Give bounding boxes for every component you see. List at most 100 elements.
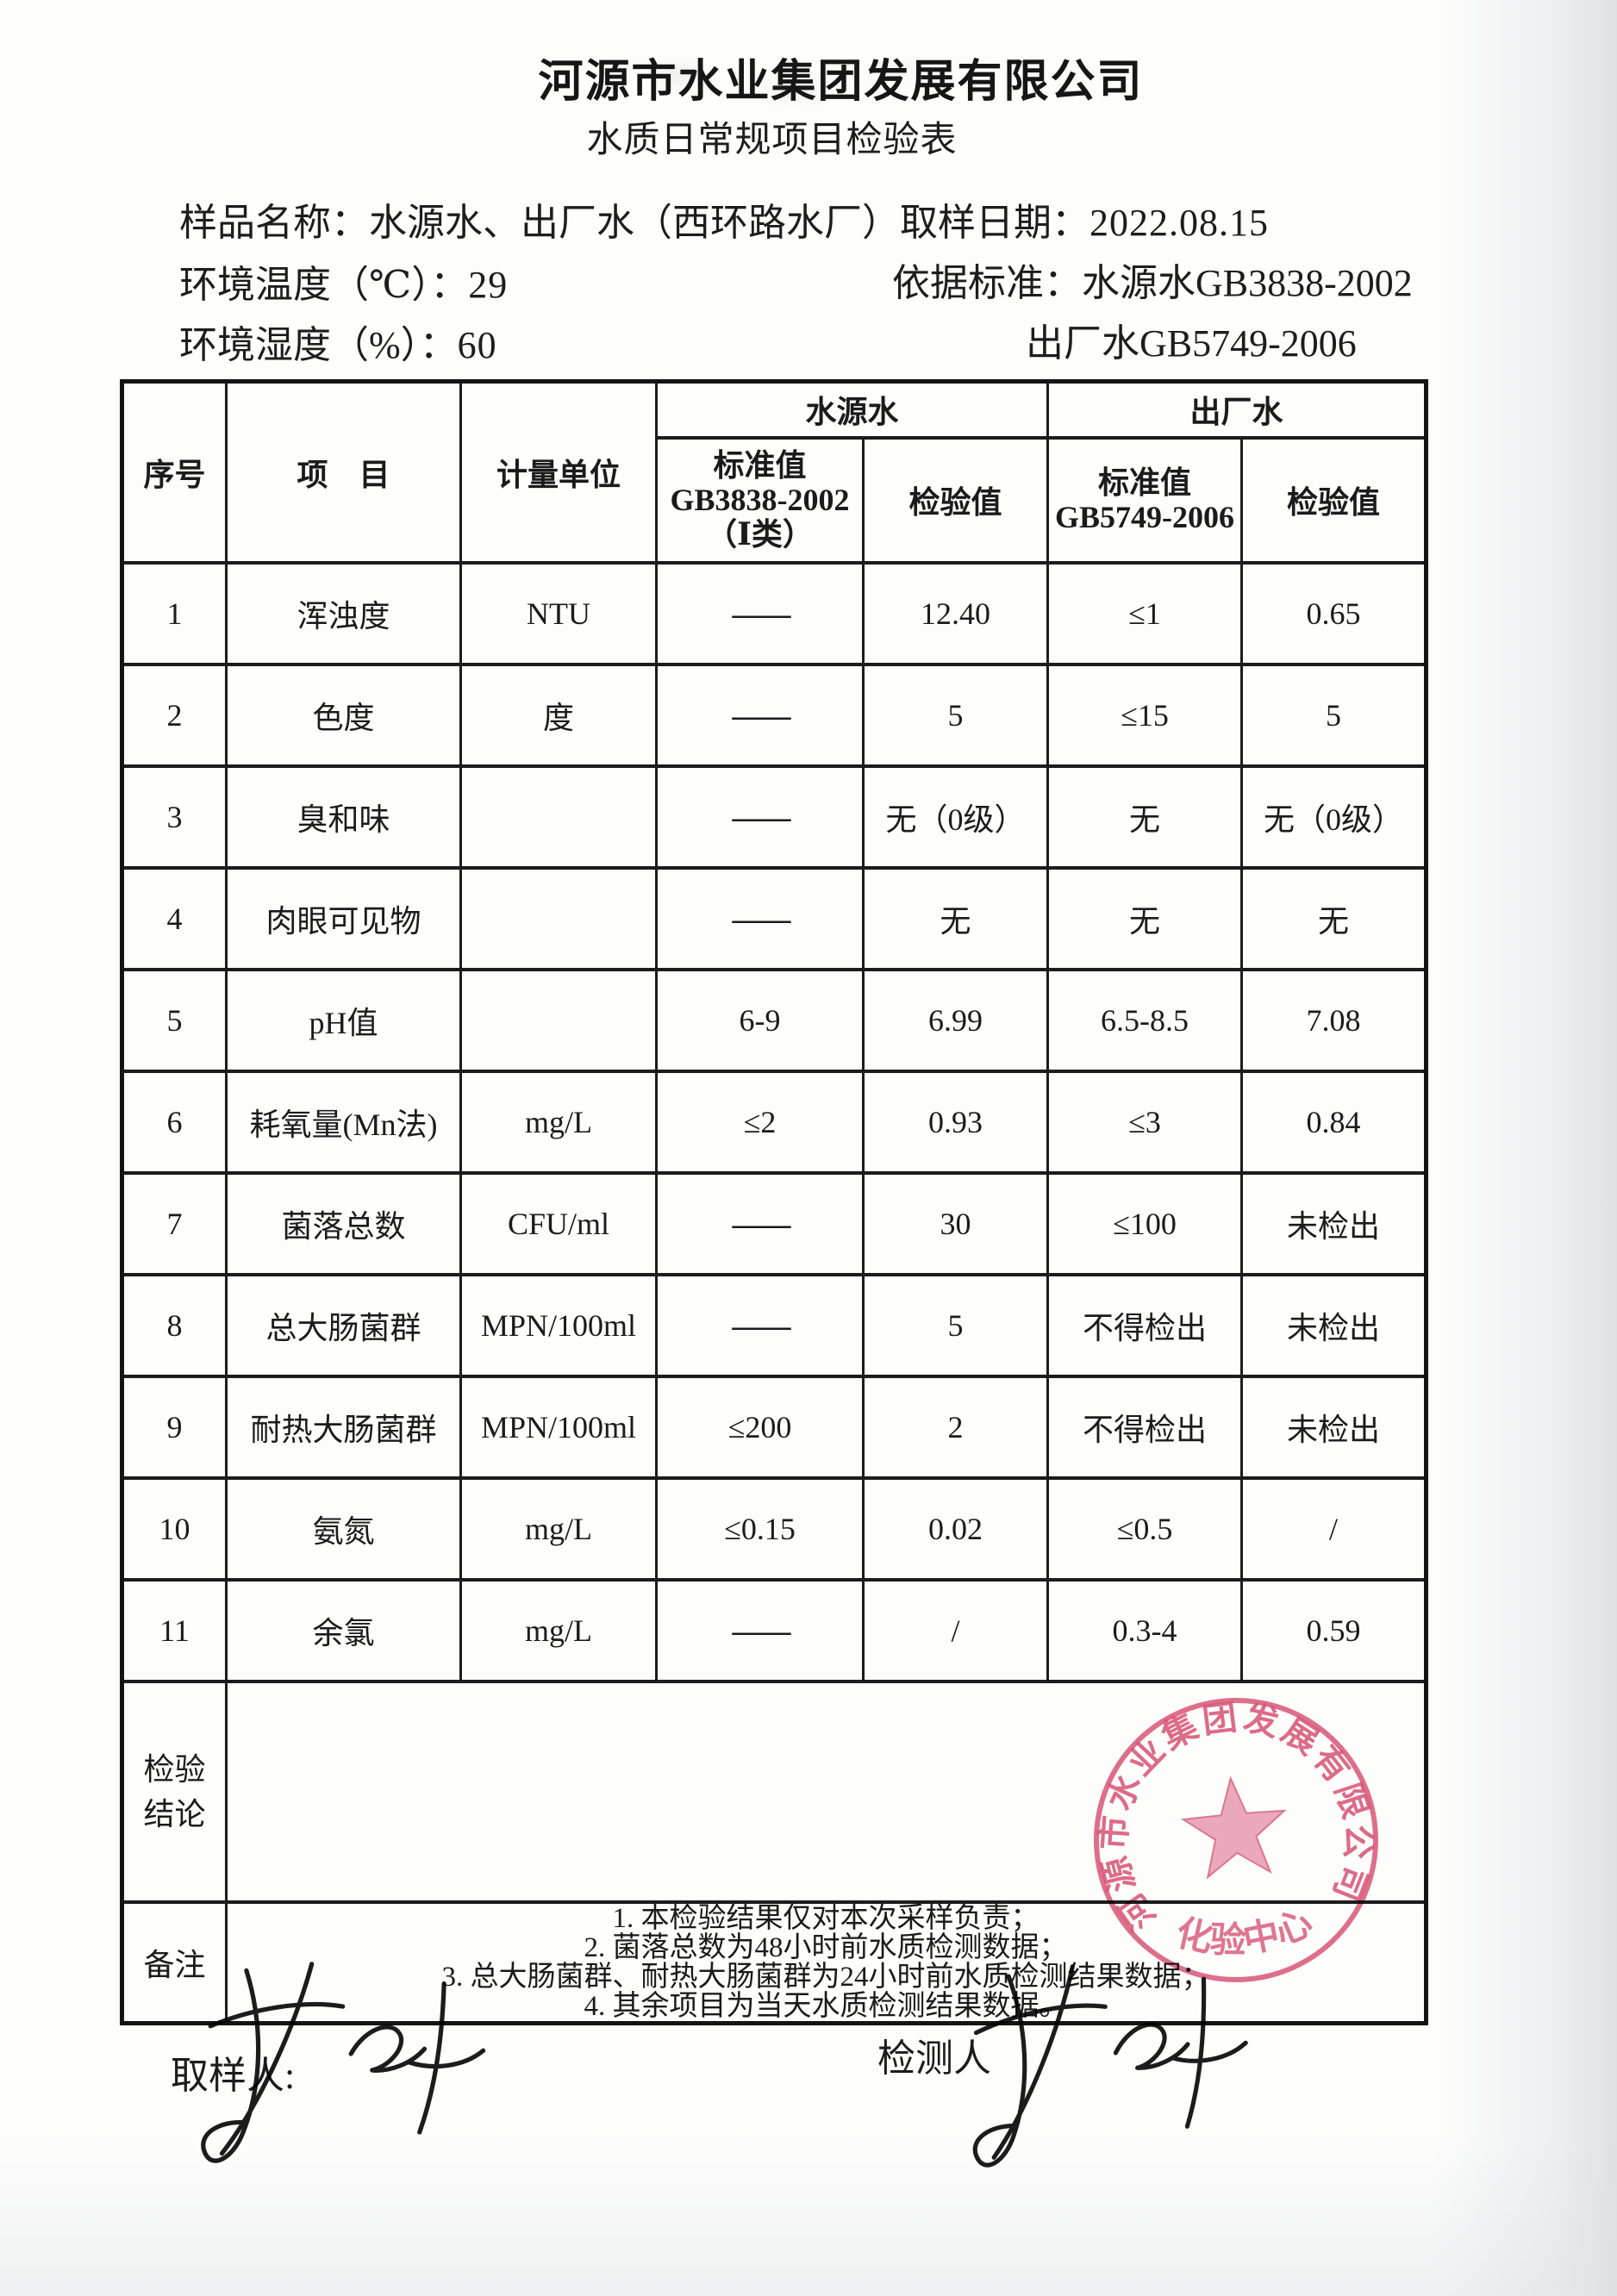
env-temp-value: 29 xyxy=(468,264,509,306)
cell-item: 耗氧量(Mn法) xyxy=(225,1069,462,1175)
cell-item: 耐热大肠菌群 xyxy=(225,1374,462,1480)
cell-no: 3 xyxy=(121,764,228,870)
sample-date-value: 2022.08.15 xyxy=(1089,202,1269,244)
seal-star-icon xyxy=(1180,1775,1288,1880)
remark-line-2: 2. 菌落总数为48小时前水质检测数据； xyxy=(584,1931,1068,1963)
cell-std-outgoing: 无 xyxy=(1046,764,1244,870)
env-humidity-label: 环境湿度（%）： xyxy=(179,324,458,366)
cell-item: 浑浊度 xyxy=(225,560,462,666)
cell-std-source: —— xyxy=(655,764,865,870)
cell-val-outgoing: 0.84 xyxy=(1240,1069,1428,1175)
cell-val-outgoing: 0.65 xyxy=(1240,560,1428,666)
cell-unit: CFU/ml xyxy=(459,1170,658,1276)
cell-std-source: —— xyxy=(655,1170,865,1276)
tester-label: 检测人 xyxy=(877,2037,991,2080)
cell-item: pH值 xyxy=(225,967,462,1073)
cell-val-source: 0.93 xyxy=(861,1069,1050,1175)
cell-val-source: 0.02 xyxy=(861,1476,1050,1582)
cell-std-outgoing: 不得检出 xyxy=(1046,1374,1244,1480)
cell-unit: mg/L xyxy=(459,1577,658,1683)
conclusion-label-line2: 结论 xyxy=(143,1796,206,1831)
table-row: 7 菌落总数 CFU/ml —— 30 ≤100 未检出 xyxy=(121,1170,1428,1276)
cell-std-outgoing: ≤1 xyxy=(1046,560,1244,666)
cell-unit: 度 xyxy=(459,662,658,768)
scan-smudge-artifact xyxy=(638,41,922,123)
cell-unit: mg/L xyxy=(459,1069,658,1175)
cell-std-outgoing: 0.3-4 xyxy=(1046,1577,1244,1683)
cell-std-outgoing: ≤15 xyxy=(1046,662,1244,768)
cell-std-source: —— xyxy=(655,662,865,768)
results-table: 序号 项 目 计量单位 水源水 出厂水 标准值 GB3838-2002 （Ⅰ类）… xyxy=(120,379,1429,2025)
cell-no: 5 xyxy=(121,967,228,1073)
env-humidity-value: 60 xyxy=(457,324,497,366)
cell-no: 1 xyxy=(121,560,228,666)
cell-val-outgoing: 无（0级） xyxy=(1240,764,1428,870)
std-outgoing-line2: GB5749-2006 xyxy=(1055,500,1235,534)
cell-std-outgoing: 无 xyxy=(1046,865,1244,971)
cell-std-outgoing: ≤100 xyxy=(1046,1170,1244,1276)
sampler-signature xyxy=(201,1962,486,2163)
header-group-row: 序号 项 目 计量单位 水源水 出厂水 xyxy=(121,379,1428,565)
cell-val-outgoing: / xyxy=(1240,1476,1428,1582)
cell-no: 11 xyxy=(121,1577,228,1683)
cell-val-outgoing: 0.59 xyxy=(1240,1577,1428,1683)
cell-item: 余氯 xyxy=(225,1577,462,1683)
cell-std-source: 6-9 xyxy=(655,967,865,1073)
cell-std-source: ≤0.15 xyxy=(655,1476,865,1582)
conclusion-label-line1: 检验 xyxy=(143,1751,206,1787)
cell-unit: NTU xyxy=(459,560,658,666)
group-header-source-water: 水源水 xyxy=(654,379,1050,440)
col-header-unit: 计量单位 xyxy=(459,379,658,565)
cell-unit xyxy=(459,764,658,870)
cell-std-outgoing: ≤0.5 xyxy=(1046,1476,1244,1582)
cell-val-source: 12.40 xyxy=(861,560,1050,666)
table-row: 4 肉眼可见物 —— 无 无 无 xyxy=(121,865,1428,971)
cell-val-outgoing: 未检出 xyxy=(1240,1170,1428,1276)
env-temp-line: 环境温度（℃）：29 xyxy=(179,253,508,309)
cell-no: 7 xyxy=(121,1170,228,1276)
cell-val-source: 5 xyxy=(861,1272,1050,1378)
table-row: 9 耐热大肠菌群 MPN/100ml ≤200 2 不得检出 未检出 xyxy=(121,1374,1428,1480)
cell-val-source: 无（0级） xyxy=(861,764,1050,870)
cell-no: 8 xyxy=(121,1272,228,1378)
cell-item: 臭和味 xyxy=(225,764,462,870)
cell-val-source: / xyxy=(861,1577,1050,1683)
remark-line-4: 4. 其余项目为当天水质检测结果数据。 xyxy=(584,1990,1068,2022)
cell-item: 总大肠菌群 xyxy=(225,1272,462,1378)
cell-val-outgoing: 未检出 xyxy=(1240,1272,1428,1378)
remark-line-3: 3. 总大肠菌群、耐热大肠菌群为24小时前水质检测结果数据； xyxy=(441,1961,1210,1993)
company-seal-stamp: 河源市水业集团发展有限公司 化验中心 xyxy=(1082,1687,1386,1982)
cell-val-source: 6.99 xyxy=(861,967,1050,1073)
remarks-row: 备注 1. 本检验结果仅对本次采样负责； 2. 菌落总数为48小时前水质检测数据… xyxy=(121,1900,1428,2025)
company-title: 河源市水业集团发展有限公司 xyxy=(538,58,1144,107)
cell-std-source: —— xyxy=(655,865,865,971)
cell-unit: MPN/100ml xyxy=(459,1272,658,1378)
cell-std-outgoing: 6.5-8.5 xyxy=(1046,967,1244,1073)
cell-val-source: 30 xyxy=(861,1170,1050,1276)
table-row: 3 臭和味 —— 无（0级） 无 无（0级） xyxy=(121,764,1428,870)
col-header-no: 序号 xyxy=(121,379,228,565)
cell-unit: mg/L xyxy=(459,1476,658,1582)
cell-no: 2 xyxy=(121,662,228,768)
header-sub-row: 标准值 GB3838-2002 （Ⅰ类） 检验值 标准值 GB5749-2006… xyxy=(122,435,1428,565)
cell-std-source: —— xyxy=(655,1577,865,1683)
cell-std-outgoing: ≤3 xyxy=(1046,1069,1244,1175)
cell-val-source: 2 xyxy=(861,1374,1050,1480)
basis-outgoing-water: 出厂水GB5749-2006 xyxy=(1026,322,1357,365)
basis-standard-label: 依据标准： xyxy=(892,262,1082,304)
remarks-content: 1. 本检验结果仅对本次采样负责； 2. 菌落总数为48小时前水质检测数据； 3… xyxy=(224,1900,1428,2025)
table-row: 8 总大肠菌群 MPN/100ml —— 5 不得检出 未检出 xyxy=(121,1272,1428,1378)
cell-std-source: —— xyxy=(655,560,865,666)
table-row: 11 余氯 mg/L —— / 0.3-4 0.59 xyxy=(121,1577,1428,1683)
cell-item: 肉眼可见物 xyxy=(225,865,462,971)
table-row: 6 耗氧量(Mn法) mg/L ≤2 0.93 ≤3 0.84 xyxy=(121,1069,1428,1175)
table-row: 1 浑浊度 NTU —— 12.40 ≤1 0.65 xyxy=(121,560,1428,666)
cell-val-outgoing: 5 xyxy=(1240,662,1428,768)
cell-std-source: ≤2 xyxy=(655,1069,865,1175)
tester-signature xyxy=(972,1964,1248,2168)
cell-val-outgoing: 7.08 xyxy=(1240,967,1428,1073)
col-header-std-source: 标准值 GB3838-2002 （Ⅰ类） xyxy=(655,435,865,565)
cell-item: 色度 xyxy=(225,662,462,768)
col-header-item: 项 目 xyxy=(225,379,462,565)
